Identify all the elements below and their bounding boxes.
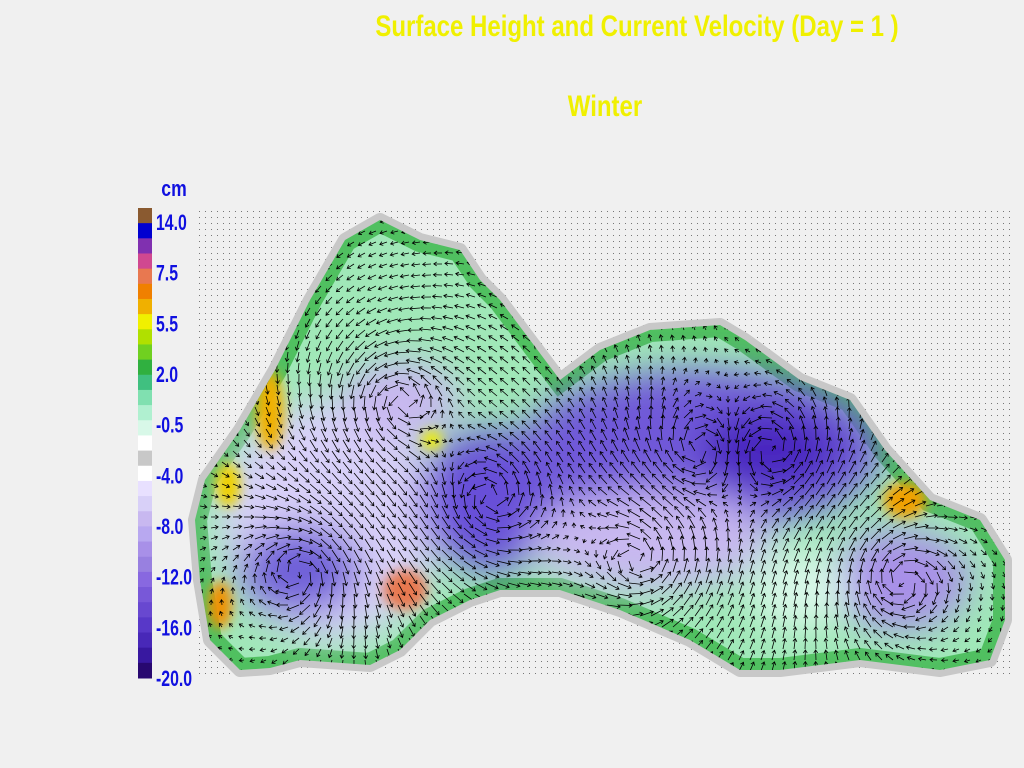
colorbar-swatch: [138, 647, 152, 664]
colorbar-swatch: [138, 541, 152, 558]
colorbar-swatch: [138, 450, 152, 467]
colorbar-swatch: [138, 526, 152, 543]
colorbar-swatch: [138, 268, 152, 285]
colorbar-swatch: [138, 496, 152, 512]
colorbar-swatch: [138, 283, 152, 300]
colorbar-swatch: [138, 602, 152, 618]
colorbar-unit: cm: [161, 177, 186, 201]
colorbar-swatch: [138, 405, 152, 421]
colorbar-swatch: [138, 223, 152, 239]
colorbar-swatch: [138, 359, 152, 376]
colorbar-label: 14.0: [156, 212, 187, 236]
colorbar-label: 7.5: [156, 262, 178, 286]
colorbar-label: 5.5: [156, 313, 178, 337]
colorbar-swatch: [138, 329, 152, 345]
colorbar-swatch: [138, 374, 152, 391]
coastal-band: [195, 220, 1005, 670]
colorbar-swatch: [138, 556, 152, 573]
colorbar-swatch: [138, 389, 152, 406]
colorbar-swatch: [138, 238, 152, 254]
colorbar-swatch: [138, 571, 152, 588]
colorbar-swatch: [138, 253, 152, 270]
colorbar-swatch: [138, 511, 152, 527]
colorbar-swatch: [138, 298, 152, 315]
colorbar-swatch: [138, 314, 152, 330]
colorbar-swatch: [138, 208, 152, 224]
colorbar-swatch: [138, 420, 152, 436]
colorbar-swatch: [138, 662, 152, 679]
colorbar-label: -12.0: [156, 566, 192, 590]
colorbar: 14.0 7.5 5.5 2.0 -0.5 -4.0 -8.0 -12.0 -16.0 -20.0: [138, 208, 192, 692]
colorbar-label: -4.0: [156, 465, 183, 489]
colorbar-label: -0.5: [156, 414, 184, 438]
colorbar-swatch: [138, 617, 152, 634]
colorbar-swatch: [138, 480, 152, 497]
colorbar-label: 2.0: [156, 364, 178, 388]
colorbar-swatch: [138, 587, 152, 603]
sea-map: [188, 213, 1012, 677]
height-field: [220, 360, 970, 640]
colorbar-swatch: [138, 344, 152, 361]
colorbar-label: -16.0: [156, 617, 192, 641]
colorbar-swatch: [138, 435, 152, 452]
subtitle: Winter: [568, 88, 643, 122]
colorbar-swatch: [138, 465, 152, 482]
title: Surface Height and Current Velocity (Day…: [375, 8, 898, 42]
colorbar-label: -20.0: [156, 668, 192, 692]
colorbar-swatch: [138, 632, 152, 649]
colorbar-label: -8.0: [156, 516, 183, 540]
